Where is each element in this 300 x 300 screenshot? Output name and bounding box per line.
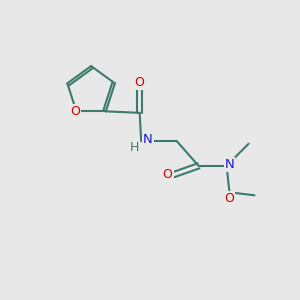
- Text: O: O: [225, 192, 234, 205]
- Text: N: N: [143, 133, 152, 146]
- Text: O: O: [163, 168, 172, 181]
- Text: O: O: [70, 105, 80, 118]
- Text: H: H: [130, 141, 140, 154]
- Text: O: O: [135, 76, 145, 89]
- Text: N: N: [225, 158, 234, 171]
